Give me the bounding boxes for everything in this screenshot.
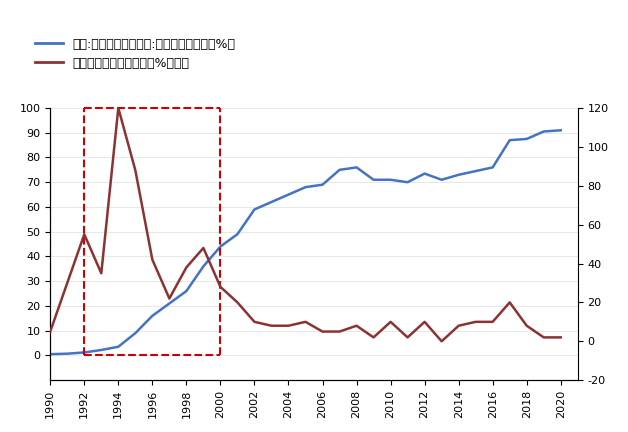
Legend: 美国:互联网个人用户数:占总人口的比重（%）, 互联网用户数占比增速（%，右）: 美国:互联网个人用户数:占总人口的比重（%）, 互联网用户数占比增速（%，右）	[30, 32, 241, 75]
